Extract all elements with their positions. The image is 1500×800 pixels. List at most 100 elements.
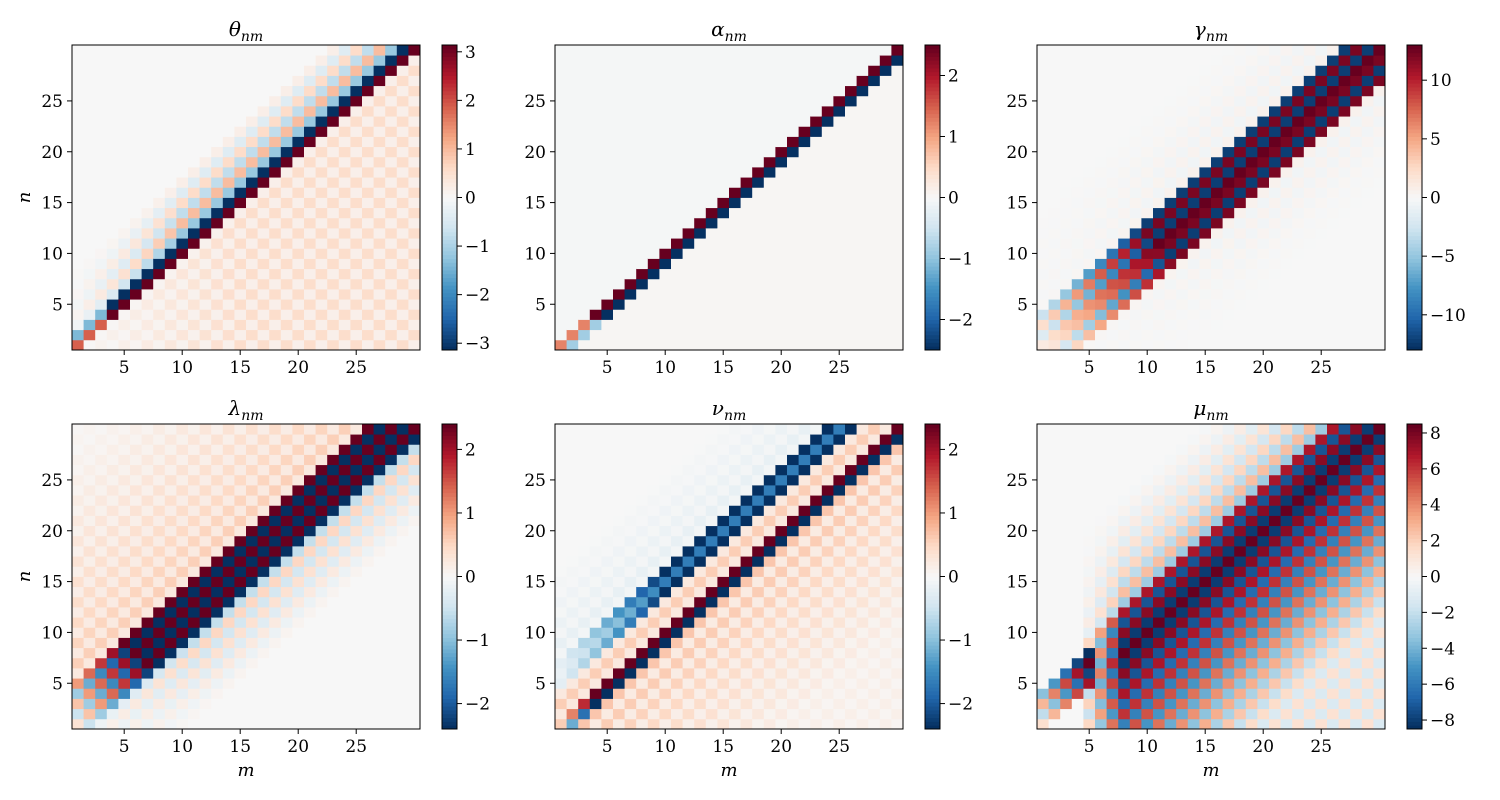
heatmap-cell <box>246 718 258 730</box>
heatmap-cell <box>601 718 614 730</box>
heatmap-cell <box>694 116 707 127</box>
heatmap-cell <box>810 495 823 506</box>
heatmap-cell <box>1071 319 1084 331</box>
heatmap-cell <box>246 197 258 209</box>
heatmap-cell <box>798 566 811 577</box>
heatmap-cell <box>879 116 892 127</box>
heatmap-cell <box>164 515 177 527</box>
heatmap-cell <box>280 339 293 351</box>
heatmap-cell <box>845 424 857 435</box>
heatmap-cell <box>1211 95 1223 107</box>
heatmap-cell <box>636 464 649 476</box>
heatmap-cell <box>211 596 224 608</box>
heatmap-cell <box>589 258 602 270</box>
heatmap-cell <box>624 718 637 730</box>
heatmap-cell <box>647 474 660 486</box>
heatmap-cell <box>775 698 788 710</box>
heatmap-cell <box>199 525 212 537</box>
heatmap-cell <box>682 146 695 158</box>
y-axis-label: n <box>14 192 35 204</box>
heatmap-cell <box>153 45 166 56</box>
heatmap-cell <box>1129 65 1142 76</box>
heatmap-cell <box>164 126 177 137</box>
heatmap-cell <box>1153 126 1165 137</box>
heatmap-cell <box>636 268 649 280</box>
heatmap-cell <box>787 167 799 178</box>
heatmap-cell <box>1211 268 1223 280</box>
heatmap-cell <box>833 586 846 598</box>
heatmap-cell <box>396 85 409 97</box>
heatmap-cell <box>338 85 351 97</box>
heatmap-cell <box>164 718 177 730</box>
heatmap-cell <box>1269 146 1281 158</box>
heatmap-cell <box>141 289 154 300</box>
heatmap-cell <box>118 607 131 618</box>
heatmap-cell <box>833 238 846 249</box>
heatmap-cell <box>821 156 834 168</box>
heatmap-cell <box>879 668 892 679</box>
heatmap-cell <box>118 156 131 168</box>
heatmap-cell <box>304 617 316 628</box>
heatmap-cell <box>408 485 421 496</box>
heatmap-cell <box>613 596 625 608</box>
heatmap-cell <box>1338 248 1351 259</box>
heatmap-cell <box>566 505 579 516</box>
heatmap-cell <box>624 566 637 577</box>
heatmap-cell <box>682 708 695 720</box>
heatmap-cell <box>141 668 154 679</box>
heatmap-cell <box>176 495 189 506</box>
heatmap-cell <box>95 65 108 76</box>
heatmap-cell <box>821 495 834 506</box>
heatmap-cell <box>234 146 247 158</box>
heatmap-cell <box>879 268 892 280</box>
heatmap-cell <box>350 248 363 259</box>
heatmap-cell <box>141 505 154 516</box>
heatmap-cell <box>338 424 351 435</box>
heatmap-cell <box>141 278 154 290</box>
colorbar-segment <box>442 170 457 176</box>
heatmap-cell <box>810 474 823 486</box>
colorbar-segment <box>925 75 940 80</box>
heatmap-cell <box>798 258 811 270</box>
heatmap-cell <box>891 698 904 710</box>
heatmap-cell <box>763 85 776 97</box>
heatmap-cell <box>1280 228 1293 239</box>
x-tick-label: 20 <box>770 737 792 757</box>
heatmap-cell <box>222 617 235 628</box>
heatmap-cell <box>763 556 776 567</box>
heatmap-cell <box>118 207 131 219</box>
heatmap-cell <box>1048 319 1061 331</box>
heatmap-cell <box>624 278 637 290</box>
heatmap-cell <box>1373 278 1386 290</box>
heatmap-cell <box>740 607 753 618</box>
heatmap-cell <box>396 228 409 239</box>
heatmap-cell <box>845 65 857 76</box>
heatmap-cell <box>188 329 200 341</box>
colorbar-segment <box>1407 98 1422 103</box>
heatmap-cell <box>821 525 834 537</box>
heatmap-cell <box>106 248 119 259</box>
heatmap-cell <box>1176 258 1189 270</box>
heatmap-cell <box>647 637 660 649</box>
heatmap-cell <box>717 474 730 486</box>
heatmap-cell <box>1106 258 1119 270</box>
heatmap-cell <box>1095 45 1107 56</box>
heatmap-cell <box>729 65 741 76</box>
heatmap-cell <box>1257 217 1270 229</box>
heatmap-cell <box>856 167 869 178</box>
heatmap-cell <box>578 319 591 331</box>
heatmap-cell <box>659 434 672 445</box>
heatmap-cell <box>1048 167 1061 178</box>
heatmap-cell <box>408 75 421 87</box>
heatmap-cell <box>682 55 695 66</box>
heatmap-cell <box>1153 217 1165 229</box>
heatmap-cell <box>1222 75 1235 87</box>
heatmap-cell <box>1118 197 1131 209</box>
heatmap-cell <box>775 309 788 320</box>
heatmap-cell <box>327 434 340 445</box>
heatmap-cell <box>694 668 707 679</box>
heatmap-cell <box>763 329 776 341</box>
heatmap-cell <box>83 586 96 598</box>
heatmap-cell <box>106 207 119 219</box>
